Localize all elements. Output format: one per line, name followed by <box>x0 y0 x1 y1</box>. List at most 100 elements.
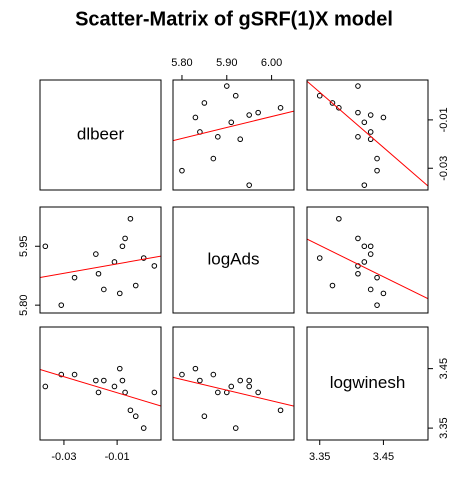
panel <box>172 79 295 191</box>
point <box>95 389 102 396</box>
point <box>329 100 336 106</box>
point <box>246 377 252 384</box>
point <box>119 377 126 384</box>
panel-border <box>306 206 429 314</box>
point <box>101 377 107 384</box>
point <box>367 112 374 118</box>
panel-border <box>39 326 162 441</box>
panel <box>306 206 429 314</box>
point <box>246 112 252 118</box>
y-tick-label: 3.35 <box>438 417 450 438</box>
point <box>93 377 99 384</box>
x-tick-label: 3.45 <box>373 451 394 463</box>
point <box>367 129 374 135</box>
point <box>140 255 147 261</box>
point <box>93 251 99 257</box>
panel: logwinesh <box>306 326 429 441</box>
point <box>151 263 158 269</box>
variable-name: logAds <box>208 249 260 268</box>
panel-border <box>39 206 162 314</box>
point <box>232 92 239 99</box>
point <box>215 389 221 396</box>
point <box>95 270 102 277</box>
point <box>255 389 261 396</box>
point <box>111 383 118 390</box>
point <box>355 109 361 116</box>
point <box>374 302 380 308</box>
point <box>367 243 374 250</box>
point <box>237 377 244 384</box>
x-tick-label: 5.80 <box>171 57 192 69</box>
point <box>119 243 126 250</box>
point <box>127 215 134 222</box>
point <box>71 371 78 378</box>
regression-line <box>173 110 294 142</box>
point <box>255 109 261 116</box>
point <box>246 182 252 188</box>
panel-border <box>172 79 295 191</box>
point <box>355 235 361 242</box>
y-tick-label: -0.01 <box>438 107 450 132</box>
point <box>192 365 199 372</box>
point <box>361 119 368 126</box>
point <box>192 114 199 121</box>
point <box>42 243 49 250</box>
point <box>237 136 244 143</box>
point <box>361 259 368 265</box>
panel <box>39 206 162 314</box>
panel: logAds <box>172 206 295 314</box>
point <box>197 377 203 384</box>
point <box>228 119 235 126</box>
point <box>336 215 342 222</box>
point <box>210 371 217 378</box>
x-tick-label: 5.90 <box>216 57 237 69</box>
regression-line <box>173 376 294 407</box>
point <box>367 286 374 293</box>
point <box>132 282 139 289</box>
point <box>215 134 221 140</box>
panel <box>39 326 162 441</box>
panel-border <box>306 79 429 191</box>
panel: dlbeer <box>39 79 162 191</box>
point <box>42 383 49 390</box>
variable-name: logwinesh <box>330 373 406 392</box>
point <box>374 274 380 281</box>
panel-border <box>306 326 429 441</box>
point <box>101 286 107 293</box>
point <box>361 243 368 250</box>
point <box>355 83 361 89</box>
panel <box>306 79 429 191</box>
regression-line <box>307 80 428 187</box>
variable-name: dlbeer <box>77 124 125 143</box>
panel-border <box>172 206 295 314</box>
point <box>316 255 323 261</box>
y-tick-label: 3.45 <box>438 358 450 379</box>
point <box>151 389 158 396</box>
point <box>122 235 128 242</box>
point <box>132 413 139 420</box>
panel-border <box>39 79 162 191</box>
point <box>277 407 284 414</box>
y-tick-label: 5.95 <box>18 236 30 257</box>
point <box>367 251 374 257</box>
x-tick-label: 6.00 <box>261 57 282 69</box>
point <box>355 270 361 277</box>
x-tick-label: 3.35 <box>309 451 330 463</box>
point <box>374 155 380 162</box>
point <box>201 413 208 420</box>
regression-line <box>307 238 428 300</box>
point <box>71 274 78 281</box>
point <box>116 365 123 372</box>
point <box>329 282 336 289</box>
point <box>277 105 284 111</box>
point <box>179 167 185 174</box>
x-tick-label: -0.01 <box>105 451 130 463</box>
panel-border <box>172 326 295 441</box>
point <box>361 182 368 188</box>
point <box>58 371 65 378</box>
point <box>246 383 252 390</box>
regression-line <box>40 255 161 278</box>
point <box>223 83 230 89</box>
